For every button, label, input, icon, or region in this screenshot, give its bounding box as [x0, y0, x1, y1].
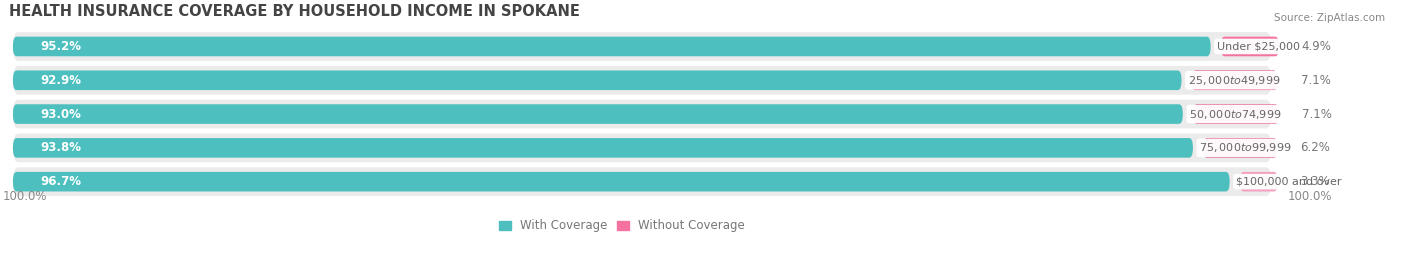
- Text: 100.0%: 100.0%: [3, 190, 48, 203]
- Text: 7.1%: 7.1%: [1302, 108, 1331, 121]
- Text: 100.0%: 100.0%: [1288, 190, 1333, 203]
- Text: 3.3%: 3.3%: [1301, 175, 1330, 188]
- Text: Source: ZipAtlas.com: Source: ZipAtlas.com: [1274, 13, 1385, 23]
- FancyBboxPatch shape: [13, 138, 1192, 158]
- Text: 95.2%: 95.2%: [41, 40, 82, 53]
- Text: 7.1%: 7.1%: [1301, 74, 1330, 87]
- FancyBboxPatch shape: [13, 100, 1271, 128]
- FancyBboxPatch shape: [13, 167, 1271, 196]
- FancyBboxPatch shape: [1240, 172, 1278, 192]
- FancyBboxPatch shape: [1204, 138, 1278, 158]
- FancyBboxPatch shape: [1192, 70, 1278, 90]
- Text: 93.8%: 93.8%: [41, 141, 82, 154]
- FancyBboxPatch shape: [13, 37, 1211, 56]
- FancyBboxPatch shape: [13, 70, 1181, 90]
- Text: HEALTH INSURANCE COVERAGE BY HOUSEHOLD INCOME IN SPOKANE: HEALTH INSURANCE COVERAGE BY HOUSEHOLD I…: [8, 4, 581, 19]
- FancyBboxPatch shape: [1220, 37, 1279, 56]
- FancyBboxPatch shape: [13, 32, 1271, 61]
- Text: $100,000 and over: $100,000 and over: [1236, 177, 1341, 187]
- Text: $50,000 to $74,999: $50,000 to $74,999: [1189, 108, 1282, 121]
- Text: 92.9%: 92.9%: [41, 74, 82, 87]
- Text: 6.2%: 6.2%: [1301, 141, 1330, 154]
- Text: 4.9%: 4.9%: [1302, 40, 1331, 53]
- Legend: With Coverage, Without Coverage: With Coverage, Without Coverage: [494, 215, 749, 237]
- Text: 96.7%: 96.7%: [41, 175, 82, 188]
- Text: 93.0%: 93.0%: [41, 108, 82, 121]
- FancyBboxPatch shape: [13, 104, 1182, 124]
- Text: $25,000 to $49,999: $25,000 to $49,999: [1188, 74, 1281, 87]
- Text: Under $25,000: Under $25,000: [1218, 41, 1301, 51]
- Text: $75,000 to $99,999: $75,000 to $99,999: [1199, 141, 1292, 154]
- FancyBboxPatch shape: [13, 172, 1230, 192]
- FancyBboxPatch shape: [13, 66, 1271, 95]
- FancyBboxPatch shape: [1192, 104, 1279, 124]
- FancyBboxPatch shape: [13, 133, 1271, 162]
